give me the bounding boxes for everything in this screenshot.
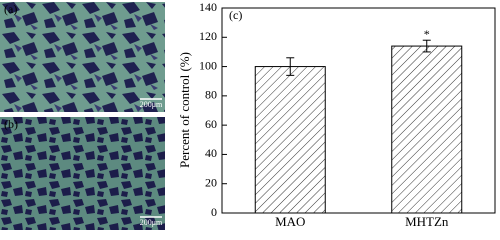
x-tick-label: MAO [275,214,305,229]
panel-label: (c) [229,8,242,22]
y-tick-label: 100 [199,58,217,72]
panel-label: (a) [4,2,17,16]
figure: (a) (b) 200μm 200μm (c) Percent of contr… [0,0,496,230]
micrograph [0,2,165,112]
significance-mark: * [424,27,430,41]
micrograph [0,117,165,230]
y-tick-label: 120 [199,29,217,43]
y-axis-label: Percent of control (%) [177,52,192,168]
x-tick-label: MHTZn [405,214,449,229]
plot-frame [221,7,496,214]
y-tick-label: 0 [211,205,217,219]
bar [391,45,463,214]
y-tick-label: 80 [205,88,217,102]
scale-bar-label: 200μm [140,100,163,109]
y-tick-label: 40 [205,146,217,160]
y-tick-label: 20 [205,175,217,189]
page: (a) (b) 200μm 200μm (c) Percent of contr… [0,0,496,230]
bar [254,66,326,214]
y-tick-label: 140 [199,0,217,14]
panel-label: (b) [4,117,18,131]
y-tick-label: 60 [205,117,217,131]
scale-bar-label: 200μm [140,218,163,227]
